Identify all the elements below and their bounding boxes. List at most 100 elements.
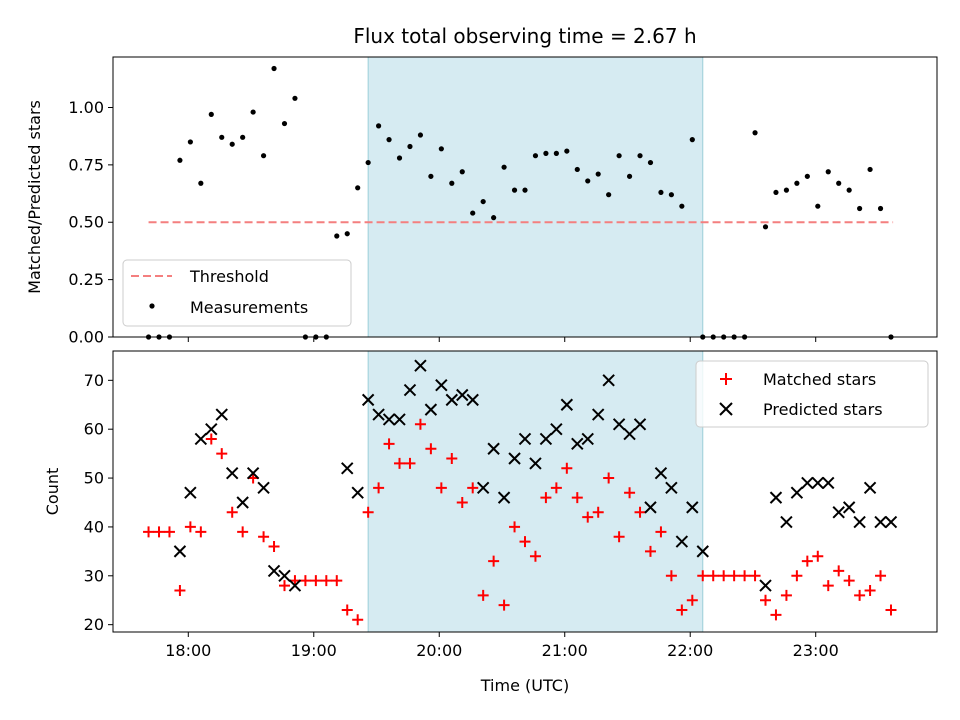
top-y-tick-label: 1.00 <box>68 98 104 117</box>
matched-star-point <box>624 487 636 499</box>
predicted-star-point <box>822 476 835 490</box>
matched-star-point <box>268 540 280 552</box>
measurement-point <box>836 180 842 186</box>
measurement-point <box>334 233 340 239</box>
matched-star-point <box>467 482 479 494</box>
measurement-point <box>511 187 518 193</box>
matched-star-point <box>854 589 866 601</box>
measurement-point <box>187 139 193 145</box>
matched-star-point <box>163 526 175 538</box>
predicted-star-point <box>403 383 417 397</box>
measurement-point <box>564 148 570 154</box>
bottom-legend-box <box>695 360 929 428</box>
matched-star-point <box>425 443 437 455</box>
matched-star-point <box>592 506 604 518</box>
predicted-star-point <box>393 413 406 426</box>
predicted-star-point <box>246 466 260 480</box>
predicted-star-point <box>341 462 354 475</box>
measurement-point <box>376 123 382 129</box>
measurement-point <box>292 95 298 101</box>
top-y-tick-label: 0.25 <box>68 270 104 289</box>
matched-star-point <box>404 457 416 469</box>
top-legend-box <box>122 259 352 327</box>
matched-star-point <box>331 575 343 587</box>
top-x-ticks <box>187 337 817 342</box>
matched-star-point <box>498 599 510 611</box>
predicted-star-point <box>571 437 584 451</box>
measurement-point <box>281 120 288 127</box>
matched-star-point <box>383 438 395 450</box>
matched-star-point <box>843 575 855 587</box>
predicted-star-point <box>811 476 824 490</box>
bottom-axes-frame <box>112 350 938 633</box>
measurement-point <box>480 198 486 205</box>
predicted-star-point <box>466 393 479 407</box>
measurement-point <box>271 65 277 72</box>
measurement-point <box>626 173 633 179</box>
matched-star-point <box>258 531 270 543</box>
matched-star-point <box>550 482 562 494</box>
predicted-star-point <box>675 535 689 548</box>
measurement-point <box>407 143 413 150</box>
predicted-star-point <box>842 501 856 514</box>
predicted-star-point <box>435 379 448 392</box>
measurement-point <box>449 180 455 186</box>
x-tick-label: 20:00 <box>416 641 462 660</box>
measurement-point <box>240 134 246 140</box>
matched-star-point <box>226 506 238 518</box>
matched-star-point <box>414 418 426 430</box>
matched-star-point <box>184 521 196 533</box>
x-tick-label: 18:00 <box>165 641 211 660</box>
x-axis-label: Time (UTC) <box>480 676 569 695</box>
predicted-star-point <box>654 466 668 480</box>
top-y-tick-label: 0.00 <box>68 328 104 347</box>
matched-star-point <box>801 555 813 567</box>
measurement-point <box>396 155 403 161</box>
matched-star-point <box>718 570 730 582</box>
measurement-point <box>198 180 204 186</box>
predicted-star-point <box>226 466 239 480</box>
predicted-star-point <box>696 545 709 558</box>
predicted-star-point <box>476 481 490 495</box>
measurement-point <box>491 215 497 221</box>
matched-star-point <box>435 482 447 494</box>
measurement-point <box>470 210 476 216</box>
matched-star-point <box>529 550 541 562</box>
matched-star-point <box>833 565 845 577</box>
predicted-star-point <box>194 432 208 446</box>
top-legend: Threshold Measurements <box>122 259 352 327</box>
matched-star-point <box>519 536 531 548</box>
matched-star-point <box>603 472 615 484</box>
measurement-point <box>647 159 654 166</box>
matched-star-point <box>205 433 217 445</box>
predicted-star-point <box>759 579 772 592</box>
matched-star-point <box>153 526 165 538</box>
matched-star-point <box>143 526 155 538</box>
matched-star-point <box>655 526 667 538</box>
matched-star-point <box>707 570 719 582</box>
predicted-star-point <box>497 491 511 504</box>
predicted-star-point <box>236 496 249 509</box>
matched-star-point <box>561 462 573 474</box>
measurement-point <box>794 180 800 186</box>
predicted-star-point <box>215 408 228 421</box>
matched-star-point <box>310 575 322 587</box>
matched-star-point <box>174 584 186 596</box>
measurement-point <box>668 192 674 198</box>
predicted-star-point <box>257 481 270 495</box>
matched-star-point <box>320 575 332 587</box>
legend-measurements-label: Measurements <box>190 298 308 317</box>
bottom-x-ticks: 18:00 19:00 20:00 21:00 22:00 23:00 <box>165 632 839 660</box>
matched-star-point <box>394 457 406 469</box>
predicted-star-point <box>372 408 385 421</box>
predicted-star-point <box>790 486 804 499</box>
matched-star-point <box>644 545 656 557</box>
legend-matched-label: Matched stars <box>763 370 876 389</box>
matched-star-point <box>341 604 353 616</box>
predicted-star-point <box>623 427 636 441</box>
predicted-star-point <box>382 413 396 426</box>
matched-star-point <box>488 555 500 567</box>
predicted-star-point <box>665 481 678 495</box>
predicted-star-point <box>508 452 521 465</box>
